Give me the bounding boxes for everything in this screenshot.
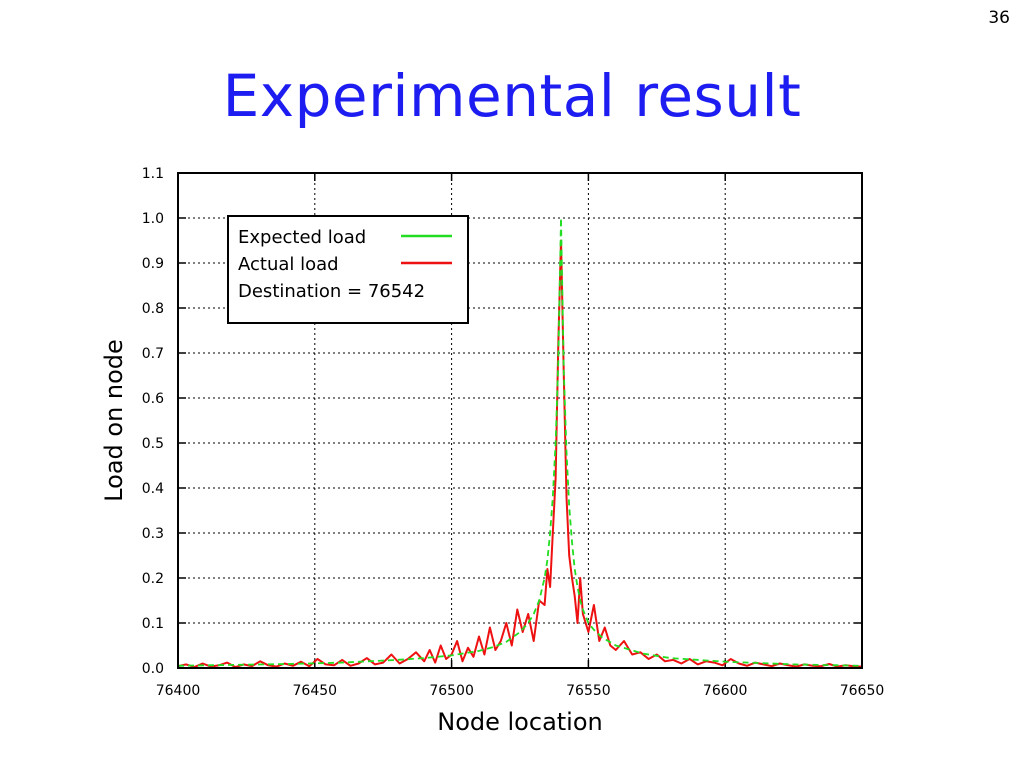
y-tick-label: 1.0	[142, 211, 164, 227]
y-tick-label: 0.4	[142, 481, 164, 497]
x-tick-label: 76600	[703, 683, 748, 699]
y-tick-label: 0.5	[142, 436, 164, 452]
slide-title: Experimental result	[222, 62, 802, 130]
x-tick-label: 76650	[840, 683, 885, 699]
axis-ticks: 0.0 0.1 0.2 0.3 0.4 0.5 0.6 0.7 0.8 0.9 1.0 1.1 7640…	[142, 166, 885, 699]
grid-lines	[178, 173, 862, 668]
plot-area-frame	[177, 172, 863, 669]
y-tick-label: 0.1	[142, 616, 164, 632]
legend-label-destination: Destination = 76542	[238, 281, 425, 302]
y-tick-label: 0.0	[142, 661, 164, 677]
y-tick-label: 0.6	[142, 391, 164, 407]
x-tick-label: 76500	[429, 683, 474, 699]
y-tick-label: 0.7	[142, 346, 164, 362]
legend-label-actual: Actual load	[238, 254, 339, 275]
series-line-expected-load	[177, 217, 863, 667]
y-tick-label: 1.1	[142, 166, 164, 182]
slide-number: 36	[988, 8, 1010, 28]
legend-label-expected: Expected load	[238, 227, 366, 248]
x-tick-label: 76400	[156, 683, 201, 699]
y-tick-label: 0.9	[142, 256, 164, 272]
x-tick-label: 76550	[566, 683, 611, 699]
x-tick-label: 76450	[293, 683, 338, 699]
y-tick-label: 0.2	[142, 571, 164, 587]
x-axis-label: Node location	[437, 708, 603, 736]
legend-box	[227, 215, 469, 324]
y-tick-label: 0.8	[142, 301, 164, 317]
legend: Expected load Actual load Destination = …	[227, 215, 469, 324]
y-axis-label: Load on node	[100, 339, 128, 502]
series-lines	[177, 217, 863, 669]
y-tick-label: 0.3	[142, 526, 164, 542]
